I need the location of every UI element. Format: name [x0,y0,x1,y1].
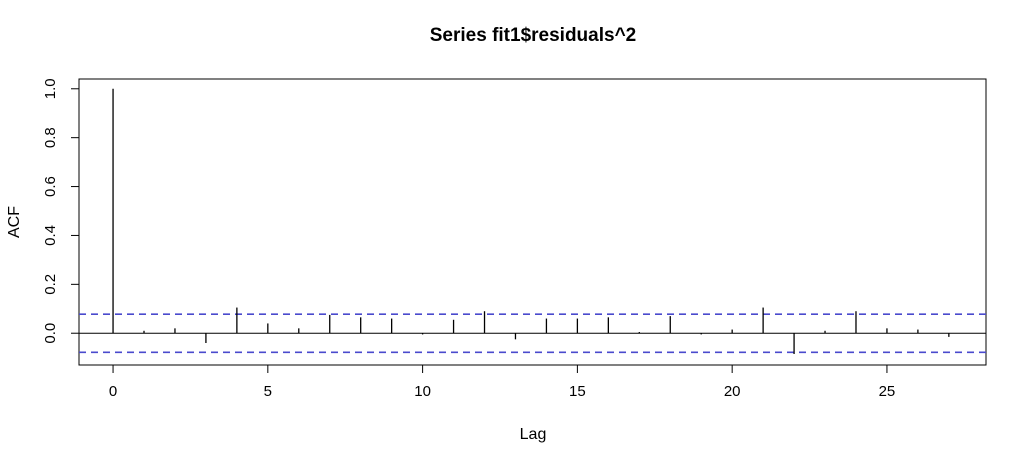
x-tick-label: 15 [569,383,586,400]
plot-frame [78,78,987,366]
bars-layer [112,88,950,354]
y-tick-label: 1.0 [42,78,59,99]
x-axis: 0 5 10 15 20 25 [109,365,895,400]
y-axis: 0.0 0.2 0.4 0.6 0.8 1.0 [42,78,79,344]
y-tick-label: 0.0 [42,323,59,344]
x-tick-label: 5 [264,383,272,400]
y-axis-label: ACF [6,206,23,238]
x-tick-label: 20 [724,383,741,400]
x-tick-label: 10 [414,383,431,400]
y-tick-label: 0.2 [42,274,59,295]
x-tick-label: 0 [109,383,117,400]
y-tick-label: 0.8 [42,127,59,148]
x-axis-label: Lag [520,426,547,443]
y-tick-label: 0.4 [42,225,59,246]
x-tick-label: 25 [879,383,896,400]
ci-layer [79,313,986,354]
y-tick-label: 0.6 [42,176,59,197]
chart-title: Series fit1$residuals^2 [430,25,637,46]
